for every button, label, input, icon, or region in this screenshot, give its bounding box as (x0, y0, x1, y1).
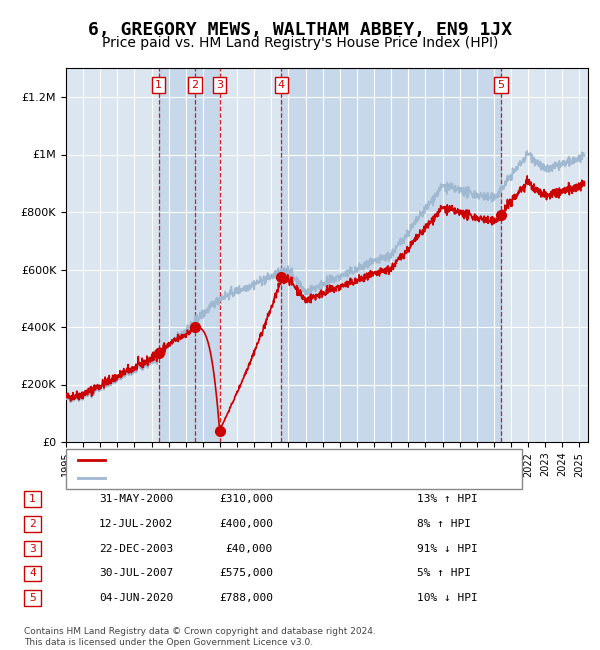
Text: 5% ↑ HPI: 5% ↑ HPI (417, 568, 471, 578)
Text: 6, GREGORY MEWS, WALTHAM ABBEY, EN9 1JX: 6, GREGORY MEWS, WALTHAM ABBEY, EN9 1JX (88, 21, 512, 39)
Text: 12-JUL-2002: 12-JUL-2002 (99, 519, 173, 529)
Text: 8% ↑ HPI: 8% ↑ HPI (417, 519, 471, 529)
Text: 1: 1 (155, 80, 162, 90)
Text: 1: 1 (29, 494, 36, 504)
Text: 10% ↓ HPI: 10% ↓ HPI (417, 593, 478, 603)
Text: 30-JUL-2007: 30-JUL-2007 (99, 568, 173, 578)
Text: 4: 4 (278, 80, 285, 90)
Text: 3: 3 (216, 80, 223, 90)
Text: 13% ↑ HPI: 13% ↑ HPI (417, 494, 478, 504)
Text: £310,000: £310,000 (219, 494, 273, 504)
Text: Contains HM Land Registry data © Crown copyright and database right 2024.: Contains HM Land Registry data © Crown c… (24, 627, 376, 636)
Text: £788,000: £788,000 (219, 593, 273, 603)
Text: This data is licensed under the Open Government Licence v3.0.: This data is licensed under the Open Gov… (24, 638, 313, 647)
Text: 5: 5 (29, 593, 36, 603)
Bar (281, 68, 501, 442)
Text: 91% ↓ HPI: 91% ↓ HPI (417, 543, 478, 554)
Bar (158, 68, 220, 442)
Text: £40,000: £40,000 (226, 543, 273, 554)
Text: Price paid vs. HM Land Registry's House Price Index (HPI): Price paid vs. HM Land Registry's House … (102, 36, 498, 51)
Text: 4: 4 (29, 568, 36, 578)
Text: 22-DEC-2003: 22-DEC-2003 (99, 543, 173, 554)
Text: 2: 2 (191, 80, 199, 90)
Text: 6, GREGORY MEWS, WALTHAM ABBEY, EN9 1JX (detached house): 6, GREGORY MEWS, WALTHAM ABBEY, EN9 1JX … (111, 455, 448, 465)
Text: HPI: Average price, detached house, Epping Forest: HPI: Average price, detached house, Eppi… (111, 473, 375, 482)
Text: 5: 5 (497, 80, 505, 90)
Text: £575,000: £575,000 (219, 568, 273, 578)
Text: 2: 2 (29, 519, 36, 529)
Text: 04-JUN-2020: 04-JUN-2020 (99, 593, 173, 603)
Text: 3: 3 (29, 543, 36, 554)
Text: £400,000: £400,000 (219, 519, 273, 529)
Text: 31-MAY-2000: 31-MAY-2000 (99, 494, 173, 504)
